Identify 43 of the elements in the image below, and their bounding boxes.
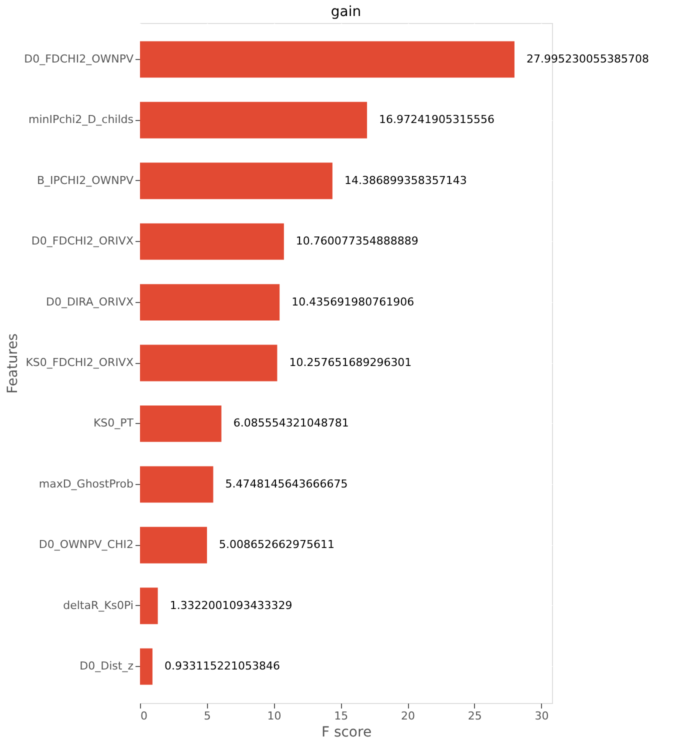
data-label: 10.257651689296301: [289, 356, 412, 369]
x-tick-label: 5: [204, 710, 211, 722]
y-axis-title: Features: [5, 333, 22, 394]
y-tick-label: B_IPCHI2_OWNPV: [36, 174, 134, 187]
x-tick-label: 0: [140, 710, 148, 722]
data-label: 10.760077354888889: [296, 234, 418, 248]
bar: [140, 526, 207, 564]
bar: [140, 102, 368, 138]
bar: [140, 223, 284, 260]
y-tick-label: D0_OWNPV_CHI2: [38, 538, 134, 552]
x-tick-label: 30: [534, 710, 549, 722]
data-label: 16.97241905315556: [379, 113, 495, 126]
bar: [140, 466, 214, 503]
y-tick-label: maxD_GhostProb: [38, 477, 134, 490]
data-label: 5.008652662975611: [219, 538, 334, 552]
y-tick-label: KS0_FDCHI2_ORIVX: [26, 356, 134, 369]
bar: [140, 344, 278, 382]
data-label: 10.435691980761906: [292, 295, 414, 308]
bar: [140, 162, 332, 200]
bar: [140, 284, 280, 320]
bar: [140, 406, 222, 442]
chart-title: gain: [330, 4, 362, 20]
x-tick-label: 10: [267, 710, 282, 722]
y-tick-label: D0_FDCHI2_OWNPV: [24, 52, 134, 66]
y-tick-label: D0_Dist_z: [80, 660, 134, 673]
y-tick-label: deltaR_Ks0Pi: [63, 598, 134, 612]
bar: [140, 588, 158, 624]
y-tick-label: minIPchi2_D_childs: [28, 113, 134, 126]
data-label: 6.085554321048781: [233, 416, 349, 430]
x-tick-label: 15: [334, 710, 348, 722]
bar: [140, 648, 152, 685]
y-tick-label: D0_DIRA_ORIVX: [46, 295, 134, 308]
data-label: 1.3322001093433329: [170, 598, 292, 612]
x-tick-label: 20: [401, 710, 416, 722]
y-tick-label: KS0_PT: [93, 416, 134, 430]
x-axis-title: F score: [321, 724, 372, 740]
x-tick-label: 25: [468, 710, 482, 722]
data-label: 27.995230055385708: [526, 52, 649, 66]
data-label: 0.933115221053846: [164, 660, 280, 673]
data-label: 14.386899358357143: [344, 174, 467, 187]
bar: [140, 41, 514, 78]
data-label: 5.4748145643666675: [225, 477, 348, 490]
y-tick-label: D0_FDCHI2_ORIVX: [31, 234, 134, 248]
